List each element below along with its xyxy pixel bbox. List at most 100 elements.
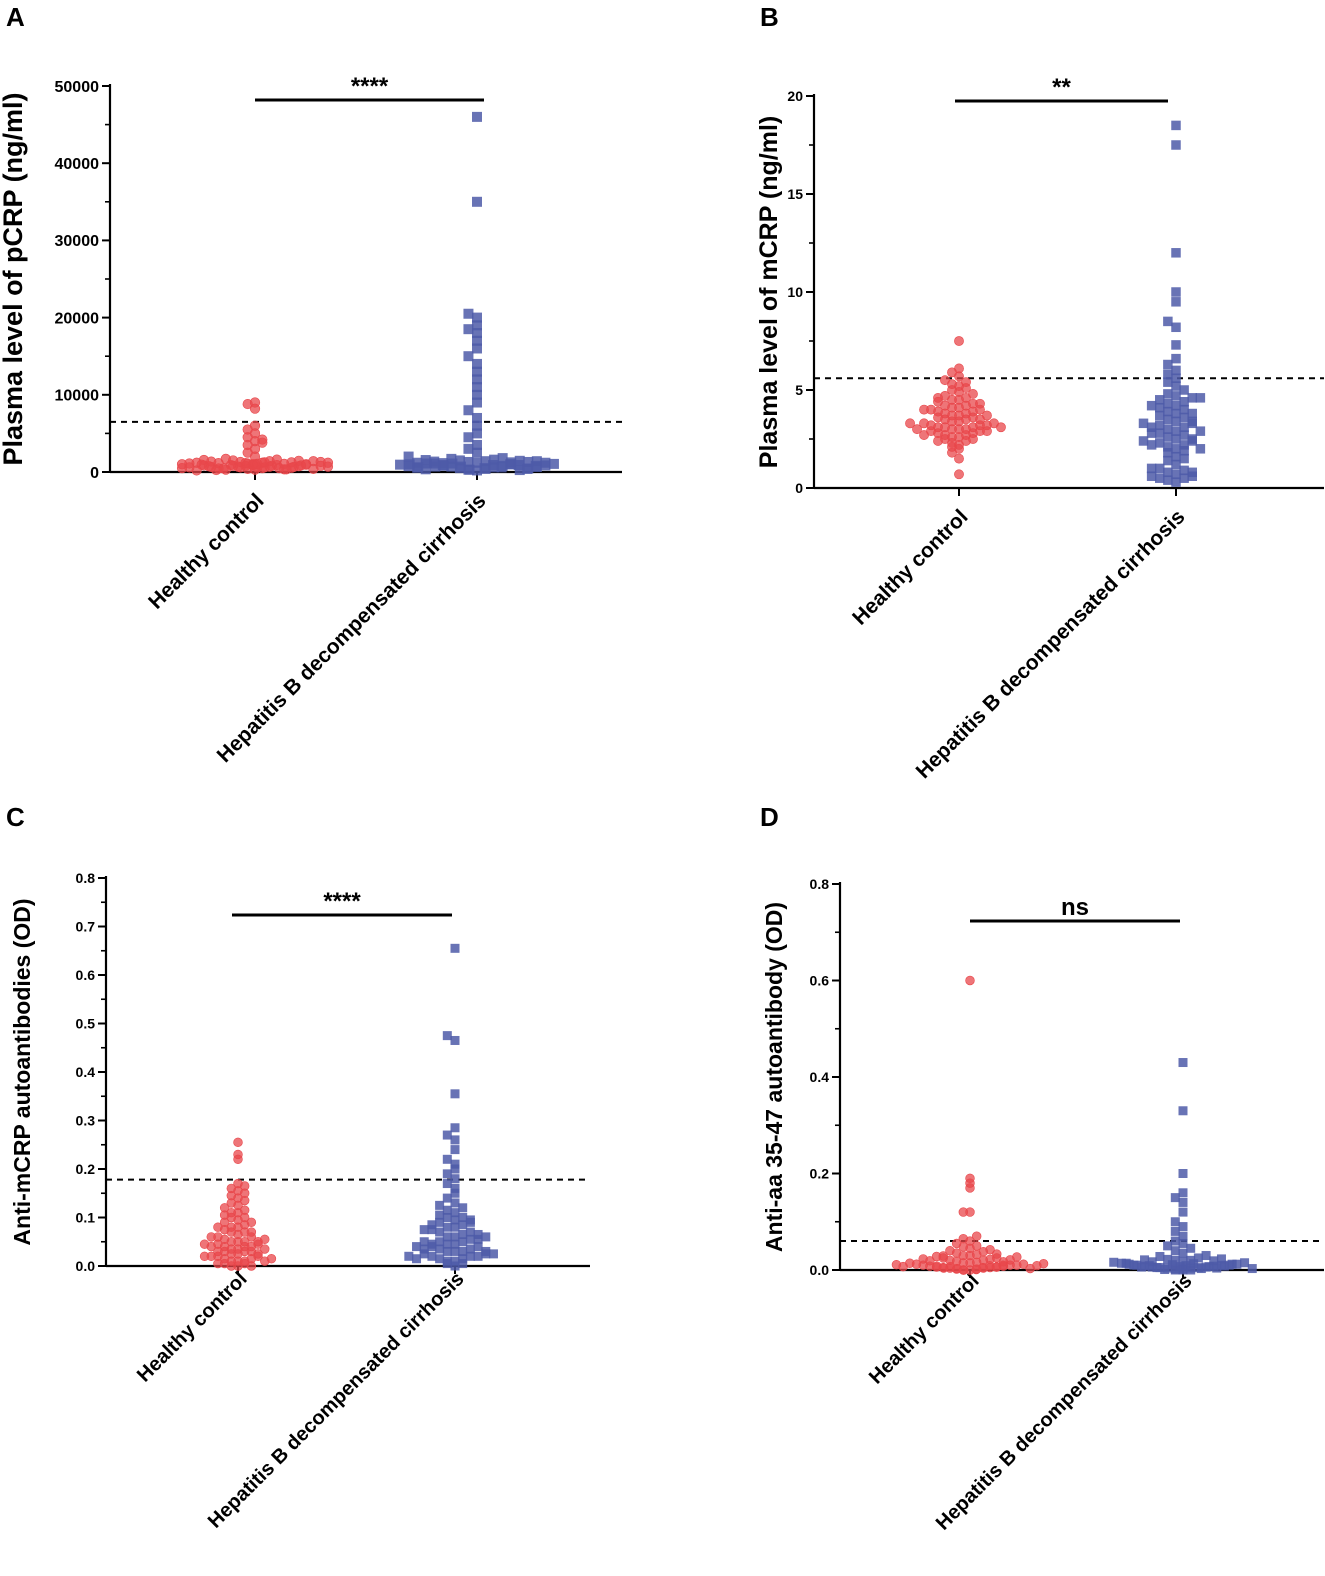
data-point-healthy (958, 1233, 969, 1244)
data-point-cirrhosis (1144, 1261, 1154, 1271)
y-tick-label: 15 (787, 186, 803, 202)
data-point-cirrhosis (1171, 416, 1181, 427)
data-point-cirrhosis (413, 462, 424, 473)
data-point-healthy (954, 469, 964, 480)
data-point-cirrhosis (463, 432, 474, 443)
data-point-cirrhosis (427, 1225, 437, 1235)
data-point-healthy (213, 1258, 223, 1269)
data-point-healthy (954, 453, 964, 464)
data-point-cirrhosis (1240, 1258, 1250, 1268)
data-point-cirrhosis (1163, 432, 1173, 442)
data-point-cirrhosis (1163, 316, 1173, 327)
panel-letter: B (760, 2, 779, 32)
data-point-cirrhosis (540, 457, 551, 468)
data-point-healthy (982, 410, 992, 421)
data-point-cirrhosis (472, 412, 482, 423)
data-point-cirrhosis (472, 366, 482, 377)
category-label: Healthy control (848, 505, 972, 629)
data-point-cirrhosis (412, 1242, 422, 1252)
data-point-cirrhosis (1181, 1261, 1191, 1271)
data-point-cirrhosis (463, 351, 474, 362)
data-point-cirrhosis (523, 456, 534, 467)
data-point-cirrhosis (472, 358, 482, 369)
data-point-cirrhosis (465, 1244, 475, 1254)
y-axis-label: Plasma level of pCRP (ng/ml) (0, 92, 28, 465)
data-point-cirrhosis (1179, 422, 1189, 432)
data-point-cirrhosis (473, 1234, 483, 1244)
category-label: Healthy control (865, 1270, 983, 1388)
data-point-cirrhosis (1146, 422, 1157, 432)
data-point-cirrhosis (1196, 1264, 1206, 1274)
data-point-cirrhosis (1146, 463, 1157, 474)
data-point-cirrhosis (1155, 428, 1165, 438)
data-point-cirrhosis (497, 453, 508, 464)
data-point-cirrhosis (450, 1035, 460, 1045)
data-point-healthy (951, 1238, 962, 1249)
data-point-cirrhosis (472, 457, 482, 468)
data-point-healthy (1018, 1259, 1029, 1269)
data-point-healthy (176, 459, 188, 470)
data-point-cirrhosis (1155, 420, 1165, 431)
data-point-cirrhosis (1163, 414, 1173, 425)
data-point-cirrhosis (1178, 1222, 1188, 1232)
data-point-cirrhosis (1178, 1197, 1188, 1207)
data-point-cirrhosis (1171, 459, 1181, 470)
data-point-cirrhosis (1163, 377, 1173, 387)
data-point-cirrhosis (530, 460, 541, 471)
data-point-healthy (965, 975, 975, 986)
data-point-cirrhosis (450, 1174, 460, 1184)
data-point-cirrhosis (1171, 426, 1181, 436)
data-point-cirrhosis (438, 460, 449, 471)
data-point-cirrhosis (450, 1256, 460, 1266)
data-point-cirrhosis (472, 420, 482, 431)
data-point-cirrhosis (1171, 400, 1181, 411)
data-point-cirrhosis (465, 1234, 475, 1244)
data-point-cirrhosis (1179, 473, 1189, 483)
data-point-cirrhosis (458, 1259, 468, 1269)
data-point-cirrhosis (1163, 424, 1173, 434)
y-axis-label: Anti-aa 35-47 autoantibody (OD) (761, 902, 787, 1252)
data-point-healthy (1038, 1259, 1049, 1269)
data-point-cirrhosis (1189, 1259, 1199, 1269)
data-point-cirrhosis (1155, 473, 1165, 483)
data-point-cirrhosis (1138, 418, 1149, 429)
data-point-cirrhosis (1171, 451, 1181, 462)
data-point-cirrhosis (430, 461, 441, 472)
chart-d: D Anti-aa 35-47 autoantibody (OD) 0.0 0.2 0.… (760, 802, 1324, 1535)
data-point-healthy (246, 1227, 257, 1237)
y-tick-label: 0.8 (810, 876, 830, 892)
data-point-cirrhosis (458, 1237, 468, 1247)
data-point-cirrhosis (1171, 287, 1181, 297)
data-point-cirrhosis (463, 324, 474, 335)
data-point-cirrhosis (1170, 1193, 1180, 1203)
data-point-healthy (226, 1207, 237, 1218)
data-point-healthy (954, 336, 964, 346)
data-point-cirrhosis (481, 1232, 491, 1242)
data-point-healthy (961, 377, 971, 388)
data-point-cirrhosis (464, 464, 475, 475)
data-point-cirrhosis (442, 1232, 452, 1242)
data-point-healthy (940, 375, 950, 386)
data-point-cirrhosis (472, 374, 482, 385)
y-tick-label: 0.6 (810, 973, 830, 989)
data-point-cirrhosis (1171, 444, 1181, 454)
data-point-cirrhosis (450, 1183, 460, 1193)
data-point-healthy (971, 1241, 982, 1251)
data-point-healthy (985, 1245, 995, 1255)
significance-label: **** (323, 888, 361, 915)
data-point-cirrhosis (1171, 140, 1181, 150)
data-point-cirrhosis (450, 943, 460, 953)
data-point-cirrhosis (458, 1220, 468, 1230)
data-point-cirrhosis (450, 1232, 460, 1242)
data-point-cirrhosis (1163, 1241, 1173, 1251)
data-point-cirrhosis (1163, 398, 1173, 409)
data-point-cirrhosis (429, 456, 440, 467)
data-point-cirrhosis (1179, 412, 1189, 423)
data-point-cirrhosis (1179, 453, 1189, 464)
data-point-cirrhosis (548, 458, 559, 469)
y-tick-label: 0.8 (76, 870, 96, 886)
y-tick-label: 0.2 (76, 1161, 96, 1177)
data-point-cirrhosis (465, 1215, 475, 1225)
data-point-cirrhosis (1171, 322, 1181, 333)
data-point-cirrhosis (395, 459, 406, 470)
